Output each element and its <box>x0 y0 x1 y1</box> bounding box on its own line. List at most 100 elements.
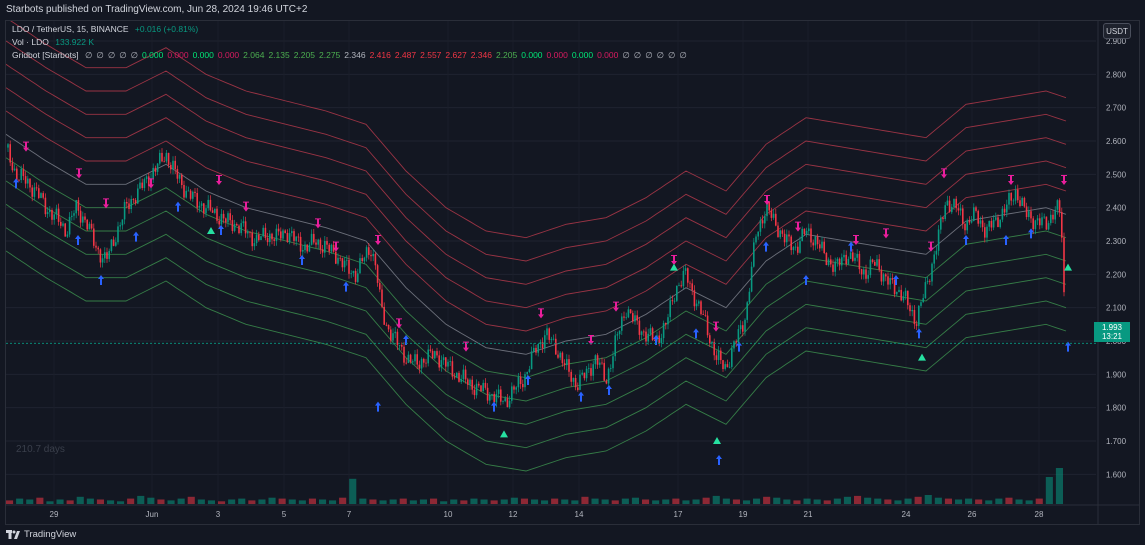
candle-body <box>634 315 636 322</box>
symbol-title[interactable]: LDO / TetherUS, 15, BINANCE <box>12 24 129 34</box>
candle-body <box>823 241 825 253</box>
candle-body <box>731 348 733 367</box>
volume-bar <box>531 499 539 504</box>
candle-body <box>79 210 82 223</box>
chart-pane[interactable]: 2.900 2.800 2.700 2.600 2.500 2.400 2.300 2.200… <box>5 20 1140 525</box>
candle-body <box>425 362 427 364</box>
volume-bar <box>157 499 165 504</box>
volume-bar <box>319 499 327 504</box>
candle-body <box>557 354 559 358</box>
candle-body <box>1008 193 1010 205</box>
x-tick-label: 7 <box>347 510 352 519</box>
x-tick-label: 3 <box>216 510 221 519</box>
candle-body <box>610 368 612 369</box>
volume-bar <box>753 498 761 504</box>
tradingview-logo[interactable]: TradingView <box>6 529 76 540</box>
candle-body <box>887 276 889 285</box>
candle-body <box>830 259 832 265</box>
candle-body <box>1030 211 1032 219</box>
volume-bar <box>955 499 963 504</box>
grid-band-line <box>6 203 1067 425</box>
candle-body <box>880 269 883 282</box>
candle-body <box>759 220 762 232</box>
candle-body <box>141 182 143 188</box>
y-tick-label: 1.600 <box>1106 470 1127 479</box>
candle-body <box>535 347 537 353</box>
volume-bar <box>823 500 831 504</box>
candle-body <box>893 279 896 295</box>
volume-bar <box>894 500 902 504</box>
volume-bar <box>763 496 771 504</box>
candle-body <box>95 245 97 248</box>
candle-body <box>805 230 808 235</box>
candle-body <box>711 341 713 344</box>
candle-body <box>863 269 865 275</box>
buy-signal-arrow <box>343 281 349 292</box>
last-price-value: 1.993 <box>1101 323 1123 332</box>
volume-bar <box>692 499 700 504</box>
buy-signal-arrow <box>763 241 769 252</box>
candle-body <box>24 176 27 184</box>
candle-body <box>519 376 522 384</box>
candle-body <box>229 213 231 221</box>
candle-body <box>420 358 423 369</box>
candle-body <box>409 354 412 363</box>
candle-body <box>493 394 495 403</box>
indicator-value: ∅ <box>107 50 116 60</box>
y-tick-label: 2.300 <box>1106 237 1127 246</box>
indicator-value: 2.205 <box>495 50 518 60</box>
volume-label[interactable]: Vol · LDO <box>12 37 49 47</box>
candle-body <box>625 317 627 319</box>
candle-body <box>834 261 836 272</box>
candle-body <box>618 330 621 335</box>
buy-signal-arrow <box>13 178 19 189</box>
candle-body <box>1058 200 1061 212</box>
candle-body <box>403 346 405 363</box>
candle-body <box>440 360 443 368</box>
candle-body <box>242 221 245 224</box>
candle-body <box>200 203 203 206</box>
candle-body <box>742 325 744 332</box>
candle-body <box>506 398 509 408</box>
candle-body <box>845 254 847 264</box>
candle-body <box>335 251 337 264</box>
candle-body <box>264 227 267 238</box>
candle-body <box>185 190 187 198</box>
indicator-label[interactable]: Gridbot [Starbots] <box>12 50 79 60</box>
volume-bar <box>722 498 730 504</box>
candle-body <box>295 236 297 241</box>
y-tick-label: 2.800 <box>1106 70 1127 79</box>
candle-body <box>405 362 407 364</box>
volume-bar <box>339 497 347 504</box>
volume-bar <box>652 500 660 504</box>
candle-body <box>40 193 42 198</box>
buy-signal-arrow <box>525 375 531 385</box>
currency-button[interactable]: USDT <box>1103 23 1131 39</box>
candle-body <box>924 282 927 299</box>
candle-body <box>1012 200 1015 202</box>
candle-body <box>808 228 810 231</box>
candle-body <box>480 385 482 392</box>
volume-bar <box>803 498 811 504</box>
x-tick-label: 12 <box>509 510 518 519</box>
price-chart[interactable]: 2.900 2.800 2.700 2.600 2.500 2.400 2.300 2.200… <box>6 21 1139 524</box>
candle-body <box>304 244 306 251</box>
candle-body <box>885 274 887 277</box>
candle-body <box>891 278 894 280</box>
candle-body <box>669 300 671 318</box>
candle-body <box>176 169 179 179</box>
candle-body <box>953 198 955 207</box>
candle-body <box>123 202 126 220</box>
candle-body <box>920 302 922 306</box>
candle-body <box>973 207 975 221</box>
candle-body <box>922 298 924 303</box>
candle-body <box>772 213 775 218</box>
volume-bar <box>1045 477 1053 504</box>
volume-bar <box>682 500 690 504</box>
candle-body <box>423 358 425 363</box>
candle-body <box>489 395 491 401</box>
candle-body <box>163 161 165 163</box>
candle-body <box>819 244 821 249</box>
candle-body <box>599 362 601 365</box>
candle-body <box>315 242 317 245</box>
